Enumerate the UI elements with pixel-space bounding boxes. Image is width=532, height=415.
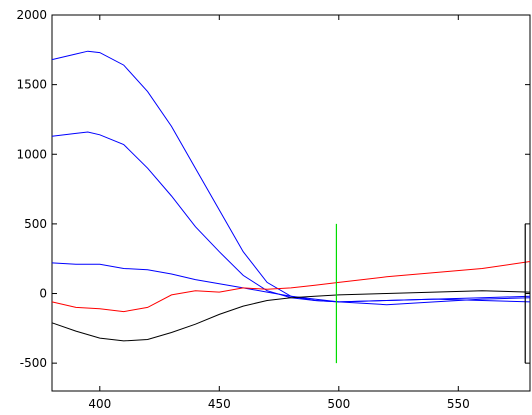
series-line-4 bbox=[51, 261, 531, 313]
y-tick-label: 1000 bbox=[16, 147, 47, 161]
x-tick-label: 400 bbox=[88, 397, 111, 411]
x-tick-label: 550 bbox=[447, 397, 470, 411]
y-tick-label: 1500 bbox=[16, 78, 47, 92]
series-line-2 bbox=[51, 131, 531, 303]
plot-frame bbox=[51, 14, 531, 392]
x-tick-label: 500 bbox=[327, 397, 350, 411]
y-tick-label: 0 bbox=[39, 287, 47, 301]
y-tick-label: 500 bbox=[24, 217, 47, 231]
series-line-5 bbox=[51, 290, 531, 342]
x-tick-label: 450 bbox=[208, 397, 231, 411]
y-tick-label: -500 bbox=[20, 356, 47, 370]
tick-layer: 400 450 500 550 -500 0 500 1000 1500 2000 bbox=[16, 8, 530, 411]
series-layer bbox=[51, 50, 531, 342]
y-tick-label: 2000 bbox=[16, 8, 47, 22]
